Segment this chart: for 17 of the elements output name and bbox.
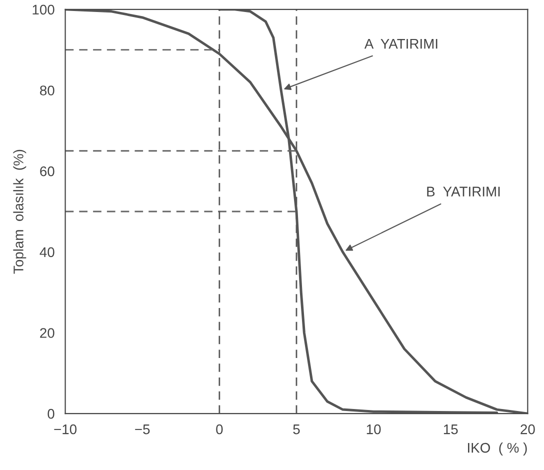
y-tick-label: 80 bbox=[40, 86, 54, 96]
annotation: A YATIRIMI bbox=[364, 39, 438, 49]
x-tick-label: 20 bbox=[520, 424, 535, 434]
x-axis-title: IKO ( % ) bbox=[468, 442, 527, 456]
annotation: B YATIRIMI bbox=[427, 186, 500, 196]
x-tick-label: 5 bbox=[293, 424, 300, 434]
y-tick-label: 100 bbox=[32, 4, 54, 15]
y-tick-label: 0 bbox=[48, 408, 54, 419]
x-tick-label: 10 bbox=[366, 424, 381, 434]
y-tick-label: 40 bbox=[40, 247, 54, 258]
x-tick-label: −5 bbox=[135, 424, 150, 434]
y-tick-label: 20 bbox=[40, 328, 54, 338]
y-tick-label: 60 bbox=[40, 166, 54, 176]
y-axis-title: Toplam olasılık (%) bbox=[13, 150, 26, 274]
x-tick-label: 15 bbox=[444, 424, 458, 434]
x-tick-label: 0 bbox=[216, 424, 223, 434]
x-tick-label: −10 bbox=[54, 424, 77, 434]
